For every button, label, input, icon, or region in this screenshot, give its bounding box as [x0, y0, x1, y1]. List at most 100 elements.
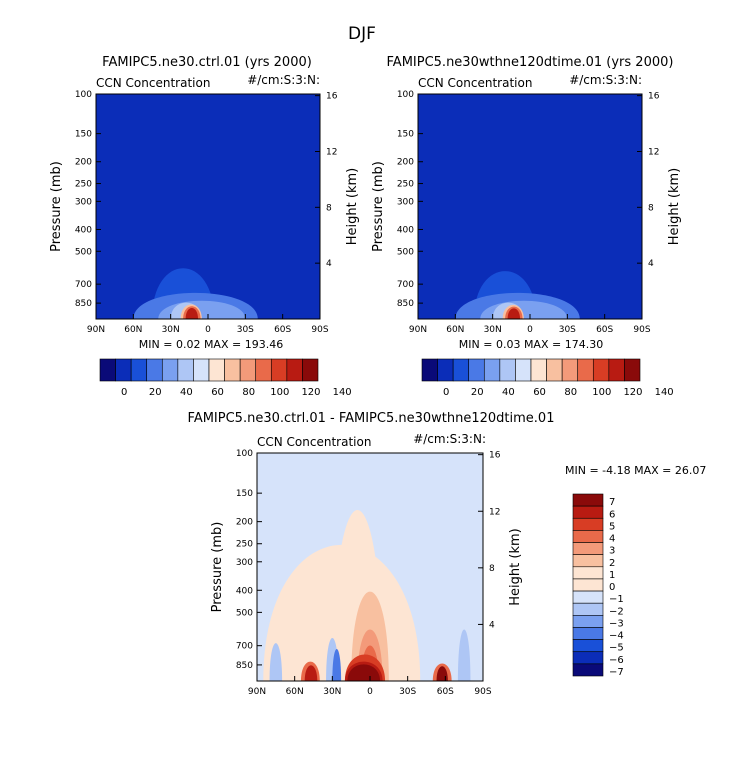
panel-ctrl: FAMIPC5.ne30.ctrl.01 (yrs 2000) CCN Conc… — [49, 55, 360, 398]
x-tick-label: 30N — [484, 325, 502, 335]
colorbar-label: 140 — [333, 387, 352, 398]
colorbar-cell — [572, 517, 604, 531]
x-tick-label: 90S — [311, 325, 328, 335]
x-tick-label: 90S — [474, 687, 491, 697]
y-tick-label: 250 — [397, 180, 414, 190]
x-tick-label: 60S — [596, 325, 613, 335]
colorbar-cell — [239, 358, 257, 382]
colorbar-label: −1 — [609, 594, 624, 605]
y-tick-label: 100 — [236, 449, 253, 459]
colorbar-cell — [468, 358, 485, 382]
y-tick-label: 700 — [236, 642, 253, 652]
x-tick-label: 60N — [286, 687, 304, 697]
colorbar-label: −2 — [609, 606, 624, 617]
y-tick-label: 850 — [236, 661, 253, 671]
y-tick-label: 150 — [75, 130, 92, 140]
y-tick-label: 400 — [236, 586, 253, 596]
x-tick-label: 0 — [527, 325, 533, 335]
contour-level — [185, 307, 199, 319]
colorbar-label: 0 — [609, 582, 615, 593]
colorbar-cell — [572, 663, 604, 677]
panel-title: FAMIPC5.ne30.ctrl.01 (yrs 2000) — [102, 55, 312, 70]
y-tick-label: 500 — [236, 608, 253, 618]
y-tick-label: 200 — [236, 518, 253, 528]
colorbar-cell — [608, 358, 625, 382]
x-tick-label: 30S — [237, 325, 254, 335]
y-tick-label: 250 — [236, 540, 253, 550]
colorbar-cell — [572, 578, 604, 592]
y-tick-label: 300 — [397, 197, 414, 207]
y2-tick-label: 8 — [489, 564, 495, 574]
y2-tick-label: 16 — [648, 92, 660, 102]
colorbar-cell — [193, 358, 210, 382]
colorbar-label: 60 — [533, 387, 546, 398]
panel-title: FAMIPC5.ne30wthne120dtime.01 (yrs 2000) — [387, 55, 674, 70]
colorbar-cell — [572, 651, 604, 665]
y-tick-label: 700 — [397, 280, 414, 290]
contour-level — [332, 649, 342, 681]
contour-level — [457, 629, 471, 681]
y-tick-label: 850 — [75, 299, 92, 309]
colorbar-label: 140 — [655, 387, 674, 398]
x-tick-label: 90S — [633, 325, 650, 335]
y2-axis-label: Height (km) — [667, 168, 682, 245]
colorbar-label: 3 — [609, 546, 615, 557]
panel-wthne120: FAMIPC5.ne30wthne120dtime.01 (yrs 2000) … — [371, 55, 682, 398]
y-tick-label: 200 — [75, 158, 92, 168]
colorbar-label: 2 — [609, 558, 615, 569]
y-tick-label: 100 — [397, 90, 414, 100]
y-tick-label: 850 — [397, 299, 414, 309]
x-tick-label: 90N — [409, 325, 427, 335]
colorbar-cell — [255, 358, 272, 382]
colorbar-label: 100 — [270, 387, 289, 398]
colorbar-label: 80 — [564, 387, 577, 398]
colorbar-cell — [499, 358, 516, 382]
y-tick-label: 300 — [236, 558, 253, 568]
colorbar: 0 20 40 60 80 100 120 140 — [421, 358, 674, 398]
y-tick-label: 200 — [397, 158, 414, 168]
colorbar-cell — [572, 639, 604, 653]
contour-background — [96, 94, 320, 319]
colorbar-cell — [572, 542, 604, 555]
colorbar-cell — [286, 358, 303, 382]
field-label: CCN Concentration — [257, 435, 371, 449]
colorbar-label: 5 — [609, 521, 615, 532]
colorbar-cell — [515, 358, 532, 382]
colorbar-cell — [572, 493, 604, 507]
contour-plot: 90N 60N 30N 0 30S 60S 90S 100 150 200 250 300 400 500… — [371, 90, 682, 335]
colorbar-label: 40 — [180, 387, 193, 398]
colorbar-cell — [483, 358, 501, 382]
colorbar-label: 0 — [121, 387, 127, 398]
y2-tick-label: 12 — [326, 147, 337, 157]
y2-tick-label: 16 — [489, 451, 501, 461]
units-label: #/cm:S:3:N: — [247, 73, 320, 87]
y-axis-label: Pressure (mb) — [371, 161, 386, 252]
y-axis-label: Pressure (mb) — [210, 522, 225, 613]
colorbar-label: 1 — [609, 570, 615, 581]
min-max-label: MIN = 0.02 MAX = 193.46 — [139, 338, 283, 351]
colorbar-cell — [546, 358, 563, 382]
contour-background — [418, 94, 642, 319]
colorbar-cell — [452, 358, 470, 382]
y-axis-label: Pressure (mb) — [49, 161, 64, 252]
colorbar-label: 60 — [211, 387, 224, 398]
x-tick-label: 90N — [248, 687, 266, 697]
panel-difference: FAMIPC5.ne30.ctrl.01 - FAMIPC5.ne30wthne… — [188, 411, 707, 697]
colorbar-cell — [572, 566, 604, 580]
x-tick-label: 60N — [446, 325, 464, 335]
colorbar-cell — [572, 615, 604, 628]
colorbar-label: −6 — [609, 655, 624, 666]
y-tick-label: 100 — [75, 90, 92, 100]
colorbar-cell — [572, 602, 604, 616]
min-max-label: MIN = 0.03 MAX = 174.30 — [459, 338, 603, 351]
y-tick-label: 400 — [397, 225, 414, 235]
units-label: #/cm:S:3:N: — [413, 432, 486, 446]
colorbar-label: 100 — [592, 387, 611, 398]
y2-tick-label: 16 — [326, 92, 338, 102]
colorbar-cell — [561, 358, 579, 382]
contour-level — [304, 665, 318, 681]
colorbar-cell — [146, 358, 163, 382]
colorbar: 0 20 40 60 80 100 120 140 — [99, 358, 352, 398]
x-tick-label: 30N — [162, 325, 180, 335]
